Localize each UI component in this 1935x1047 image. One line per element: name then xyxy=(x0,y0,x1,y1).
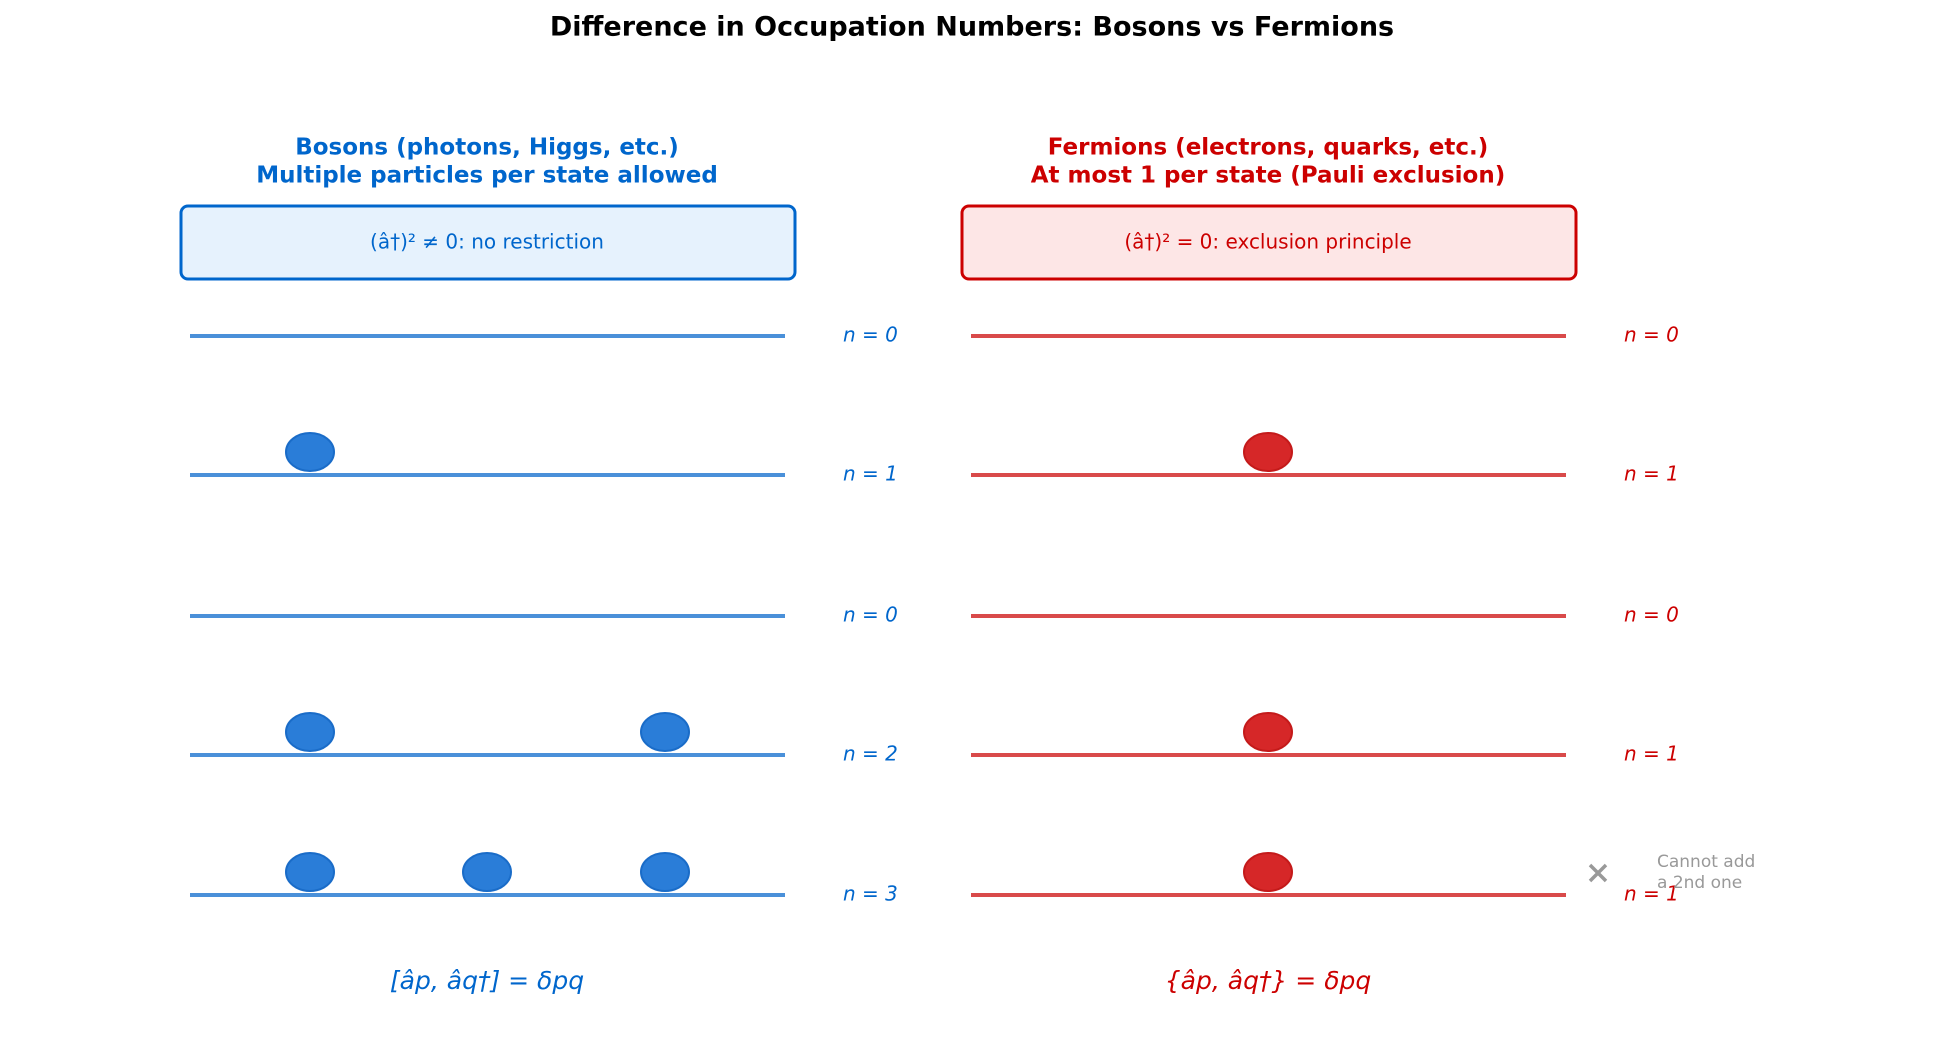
formula: [âp, âq†] = δpq xyxy=(390,966,584,995)
info-box-text: (â†)² = 0: exclusion principle xyxy=(1124,230,1411,254)
particle xyxy=(462,852,512,892)
level-label: n = 0 xyxy=(843,603,898,627)
level-label: n = 0 xyxy=(1624,323,1679,347)
title: Difference in Occupation Numbers: Bosons… xyxy=(550,12,1394,43)
level-label: n = 3 xyxy=(843,882,898,906)
info-box-text: (â†)² ≠ 0: no restriction xyxy=(370,230,604,254)
formula: {âp, âq†} = δpq xyxy=(1165,966,1371,995)
particle xyxy=(1243,432,1293,472)
level-label: n = 1 xyxy=(843,462,898,486)
panel-title: Fermions (electrons, quarks, etc.) xyxy=(1048,135,1489,161)
cross-mark xyxy=(1588,863,1608,883)
particle xyxy=(640,712,690,752)
level-label: n = 1 xyxy=(1624,742,1679,766)
level-label: n = 2 xyxy=(843,742,898,766)
level-label: n = 1 xyxy=(1624,882,1679,906)
info-box xyxy=(960,204,1578,281)
note-text: a 2nd one xyxy=(1657,873,1742,893)
particle xyxy=(285,852,335,892)
level-label: n = 0 xyxy=(843,323,898,347)
level-label: n = 1 xyxy=(1624,462,1679,486)
panel-title: At most 1 per state (Pauli exclusion) xyxy=(1031,163,1506,189)
note-text: Cannot add xyxy=(1657,852,1755,872)
particle xyxy=(285,432,335,472)
particle xyxy=(640,852,690,892)
particle xyxy=(285,712,335,752)
panel-title: Multiple particles per state allowed xyxy=(256,163,718,189)
panel-title: Bosons (photons, Higgs, etc.) xyxy=(295,135,679,161)
info-box xyxy=(179,204,797,281)
level-label: n = 0 xyxy=(1624,603,1679,627)
particle xyxy=(1243,852,1293,892)
particle xyxy=(1243,712,1293,752)
